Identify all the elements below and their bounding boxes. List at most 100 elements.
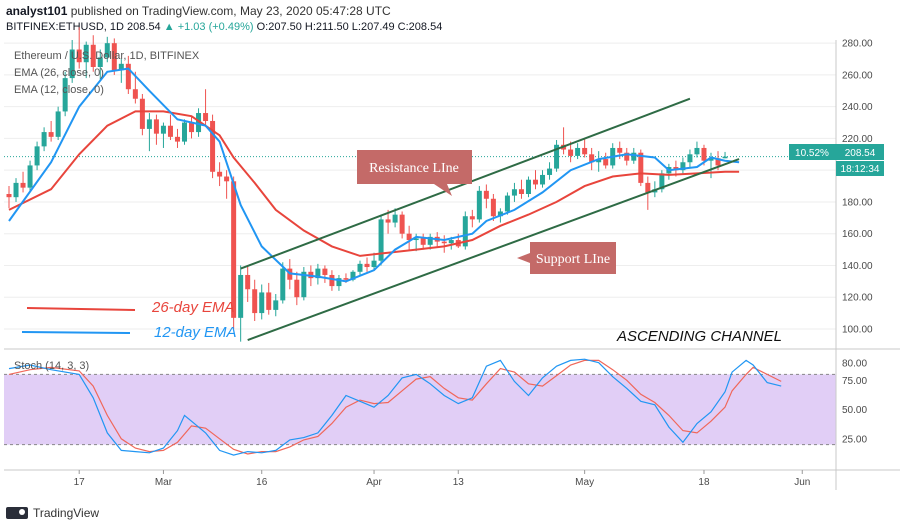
- candle-body: [196, 113, 202, 133]
- candle: [90, 35, 96, 72]
- candle-body: [568, 149, 574, 156]
- candle-body: [203, 113, 209, 121]
- ema26-line: [8, 110, 740, 257]
- ema12-label: 12-day EMA: [154, 324, 237, 341]
- published-text: published on TradingView.com, May 23, 20…: [70, 4, 391, 18]
- candle-body: [301, 271, 307, 298]
- candle: [399, 211, 405, 239]
- candle: [680, 157, 686, 174]
- candle: [27, 160, 33, 191]
- candle-body: [462, 216, 468, 247]
- candle-body: [525, 179, 531, 194]
- candle-body: [687, 154, 693, 163]
- support-callout: Support LIne: [517, 242, 616, 274]
- candle: [182, 119, 187, 145]
- candle: [97, 49, 103, 80]
- candle: [589, 147, 595, 171]
- candle-body: [406, 233, 412, 241]
- candle-body: [280, 268, 286, 301]
- candle-body: [343, 278, 349, 280]
- candle: [371, 252, 377, 271]
- candle: [336, 274, 342, 291]
- candle-body: [329, 274, 335, 287]
- candle-body: [97, 57, 103, 67]
- candle: [174, 128, 180, 148]
- candle: [490, 194, 496, 221]
- candle: [41, 127, 47, 152]
- candle: [76, 27, 82, 69]
- price-tick-label: 120.00: [842, 293, 873, 304]
- candle: [266, 282, 272, 315]
- legend-main: Ethereum / U.S. Dollar, 1D, BITFINEX: [14, 50, 200, 62]
- candle: [231, 176, 237, 329]
- candle: [294, 271, 300, 306]
- candle-body: [448, 240, 454, 244]
- candle: [217, 162, 223, 187]
- candle-body: [715, 158, 721, 166]
- ema12-line: [8, 67, 740, 283]
- candle: [364, 257, 370, 272]
- stoch-tick-label: 80.00: [842, 358, 867, 369]
- candle-body: [469, 216, 475, 220]
- candle-body: [582, 147, 588, 155]
- candle: [596, 151, 602, 172]
- candle-body: [371, 260, 377, 268]
- resistance-label: Resistance LIne: [369, 161, 459, 176]
- candle: [118, 59, 124, 83]
- stoch-tick-label: 75.00: [842, 376, 867, 387]
- candle-body: [336, 278, 342, 287]
- candle: [547, 162, 553, 180]
- candle-body: [55, 111, 61, 137]
- candle: [315, 263, 321, 285]
- candle: [722, 151, 728, 159]
- candle-body: [603, 159, 609, 166]
- candle-body: [364, 263, 370, 268]
- price-tick-label: 260.00: [842, 70, 873, 81]
- candle-body: [427, 236, 433, 245]
- price-tick-label: 180.00: [842, 197, 873, 208]
- candle-body: [174, 136, 180, 142]
- candle: [34, 141, 40, 171]
- price-tick-label: 140.00: [842, 261, 873, 272]
- publisher-name[interactable]: analyst101: [6, 4, 68, 18]
- candle: [160, 122, 166, 148]
- candles[interactable]: [6, 27, 728, 342]
- candle-body: [540, 174, 546, 185]
- last-price-tag: [836, 144, 884, 160]
- candle: [48, 120, 54, 142]
- candle-body: [638, 152, 644, 183]
- candle-body: [624, 152, 630, 161]
- candle-body: [146, 119, 152, 129]
- channel-label: ASCENDING CHANNEL: [616, 328, 782, 345]
- candle: [554, 140, 560, 172]
- candle: [624, 147, 630, 166]
- candle: [575, 143, 581, 160]
- price-tick-label: 280.00: [842, 39, 873, 50]
- candle-body: [483, 190, 489, 199]
- candle-body: [490, 198, 496, 217]
- candle-body: [252, 289, 258, 314]
- candle-body: [167, 125, 173, 137]
- candle-body: [420, 238, 426, 245]
- candle-body: [139, 98, 145, 129]
- chart-header: analyst101 published on TradingView.com,…: [0, 0, 900, 40]
- candle: [104, 36, 110, 63]
- candle: [504, 192, 510, 215]
- stoch-tick-label: 50.00: [842, 405, 867, 416]
- candle-body: [104, 43, 110, 58]
- time-tick-label: Apr: [366, 477, 382, 488]
- symbol-label[interactable]: BITFINEX:ETHUSD, 1D: [6, 21, 124, 33]
- candle-body: [69, 49, 75, 79]
- ema-key: 26-day EMA 12-day EMA: [21, 299, 237, 341]
- candle-body: [413, 238, 419, 241]
- candle-body: [708, 158, 714, 161]
- candle: [167, 114, 173, 141]
- time-tick-label: Mar: [155, 477, 173, 488]
- candle-body: [294, 279, 300, 298]
- candle: [62, 71, 68, 117]
- price-tick-label: 160.00: [842, 229, 873, 240]
- candle-body: [76, 49, 82, 63]
- tradingview-footer[interactable]: TradingView: [6, 506, 99, 520]
- percent-text: 10.52%: [795, 148, 829, 159]
